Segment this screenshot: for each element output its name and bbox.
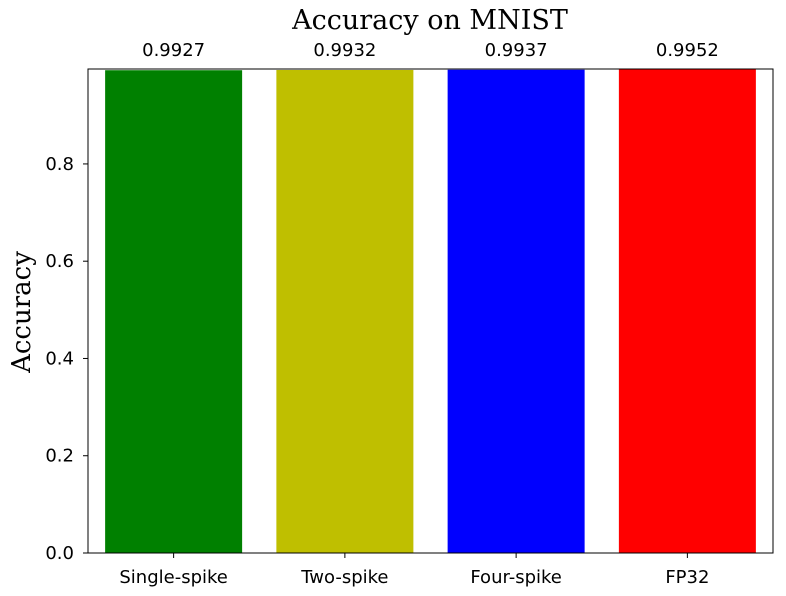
plot-frame [87, 68, 774, 554]
x-tick-label: Two-spike [300, 567, 388, 588]
data-label: 0.9952 [656, 40, 719, 61]
y-tick-label: 0.4 [45, 348, 74, 369]
bar-two-spike [276, 69, 414, 554]
bars-group [105, 69, 756, 554]
y-axis-ticks: 0.0 0.2 0.4 0.6 0.8 [45, 154, 88, 564]
chart-title: Accuracy on MNIST [291, 5, 568, 36]
x-tick-label: Single-spike [119, 567, 228, 588]
y-tick-label: 0.8 [45, 154, 74, 175]
bar-fp32 [618, 69, 756, 553]
data-label: 0.9937 [485, 40, 548, 61]
data-label: 0.9932 [313, 40, 376, 61]
x-axis-ticks: Single-spike Two-spike Four-spike FP32 [119, 553, 709, 588]
data-labels-group: 0.9927 0.9932 0.9937 0.9952 [142, 40, 719, 61]
y-axis-label: Accuracy [7, 251, 37, 374]
data-label: 0.9927 [142, 40, 205, 61]
x-tick-label: FP32 [665, 567, 709, 588]
y-tick-label: 0.6 [45, 251, 74, 272]
bar-four-spike [447, 69, 585, 554]
y-tick-label: 0.0 [45, 543, 74, 564]
x-tick-label: Four-spike [470, 567, 562, 588]
y-tick-label: 0.2 [45, 446, 74, 467]
bar-single-spike [105, 70, 243, 554]
